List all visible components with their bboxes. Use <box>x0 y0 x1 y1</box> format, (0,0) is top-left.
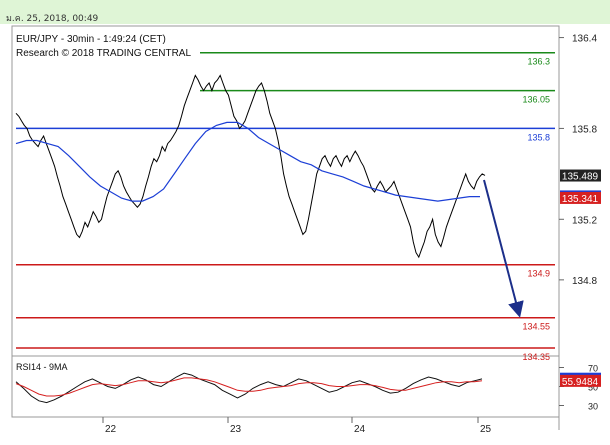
level-label-0: 136.3 <box>527 57 550 67</box>
y-tick-label-2: 135.2 <box>572 215 597 226</box>
rsi-line-0 <box>15 372 483 404</box>
y-ticks-group: 136.4 135.8 135.2 134.8 <box>559 34 597 287</box>
level-label-5: 134.35 <box>522 352 550 362</box>
header-timestamp: ม.ค. 25, 2018, 00:49 <box>6 14 99 24</box>
level-label-3: 134.9 <box>527 269 550 279</box>
chart-title: EUR/JPY - 30min - 1:49:24 (CET) <box>16 34 166 45</box>
level-label-4: 134.55 <box>522 322 550 332</box>
header-bar: ม.ค. 25, 2018, 00:49 <box>0 0 610 24</box>
price-series-group <box>15 74 486 259</box>
rsi-tick-label-1: 50 <box>588 383 598 393</box>
y-tick-label-3: 134.8 <box>572 276 597 287</box>
price-tag-label-0: 135.489 <box>562 172 599 183</box>
rsi-tick-label-0: 70 <box>588 364 598 374</box>
series-line-1 <box>15 121 480 202</box>
rsi-title: RSI14 - 9MA <box>16 362 68 372</box>
rsi-group: 70503058.206255.9484 <box>15 364 601 412</box>
rsi-tick-label-2: 30 <box>588 402 598 412</box>
main-plot-frame <box>11 25 560 357</box>
level-label-1: 136.05 <box>522 95 550 105</box>
forecast-arrow <box>483 179 524 318</box>
x-tick-label-1: 23 <box>230 424 242 435</box>
x-ticks-group: 22 23 24 25 <box>102 417 492 435</box>
rsi-tag-label-1: 55.9484 <box>562 377 599 388</box>
chart-subtitle: Research © 2018 TRADING CENTRAL <box>16 48 191 59</box>
series-line-0 <box>15 74 486 259</box>
rsi-line-1 <box>15 377 483 397</box>
y-tick-label-1: 135.8 <box>572 124 597 135</box>
price-tag-bg-0 <box>560 169 601 182</box>
y-tick-label-0: 136.4 <box>572 34 597 45</box>
levels-group: 136.3 136.05 135.8 134.9 134.55 134.35 <box>16 51 555 362</box>
rsi-tag-bg-1 <box>560 374 601 387</box>
price-tag-label-2: 135.341 <box>562 194 599 205</box>
x-tick-label-0: 22 <box>105 424 117 435</box>
level-label-2: 135.8 <box>527 132 550 142</box>
x-tick-label-3: 25 <box>480 424 492 435</box>
x-tick-label-2: 24 <box>354 424 366 435</box>
price-tag-bg-2 <box>560 191 601 204</box>
